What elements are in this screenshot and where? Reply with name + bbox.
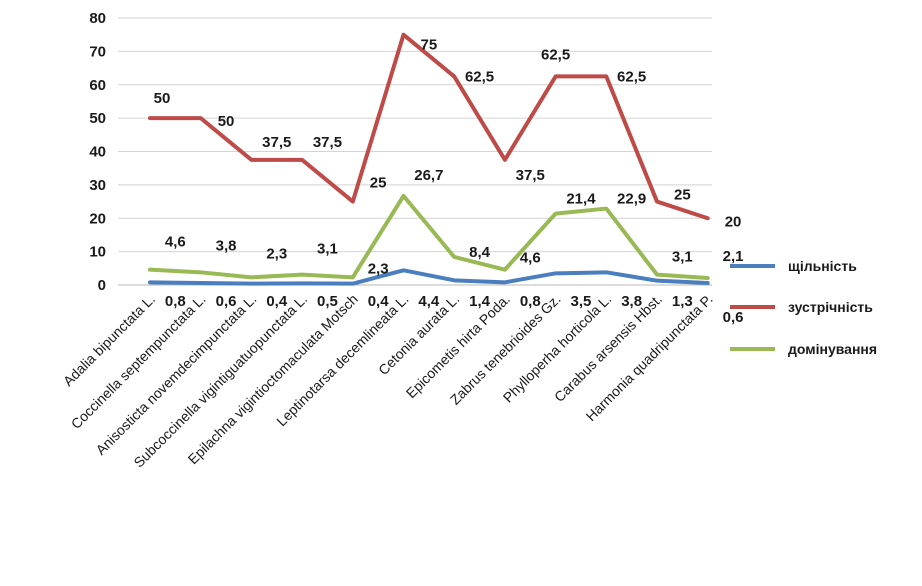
data-label: 2,3 [266, 245, 287, 262]
y-tick-label: 40 [89, 144, 106, 161]
data-label: 50 [154, 90, 171, 107]
x-category-label: Adalia bipunctata L. [60, 291, 158, 389]
data-label: 25 [370, 175, 387, 192]
data-label: 37,5 [313, 134, 342, 151]
data-label: 3,1 [317, 241, 338, 258]
data-label: 4,4 [418, 293, 440, 310]
y-tick-label: 30 [89, 177, 106, 194]
data-label: 3,8 [216, 237, 237, 254]
y-tick-label: 20 [89, 210, 106, 227]
data-label: 8,4 [469, 244, 491, 261]
data-label: 20 [725, 213, 742, 230]
y-tick-label: 70 [89, 43, 106, 60]
data-label: 2,3 [368, 260, 389, 277]
data-label: 3,5 [571, 293, 592, 310]
series-line [148, 32, 710, 221]
y-tick-label: 50 [89, 110, 106, 127]
data-label: 0,4 [266, 293, 288, 310]
data-label: 0,8 [520, 293, 541, 310]
legend: щільність зустрічність домінування [730, 258, 877, 357]
series-lines [148, 32, 710, 286]
y-tick-label: 60 [89, 77, 106, 94]
data-label: 1,4 [469, 293, 491, 310]
data-label: 75 [421, 37, 438, 54]
data-label: 0,8 [165, 293, 186, 310]
legend-label: зустрічність [788, 299, 873, 315]
data-label: 25 [674, 187, 691, 204]
data-labels: 0,8 0,6 0,4 0,5 0,4 4,4 1,4 0,8 3,5 3,8 1,3 0,6 50 50… [154, 37, 744, 326]
data-label: 0,6 [216, 293, 237, 310]
data-label: 21,4 [566, 191, 596, 208]
data-label: 2,1 [723, 248, 744, 265]
y-tick-label: 80 [89, 10, 106, 27]
data-label: 62,5 [465, 68, 494, 85]
data-label: 1,3 [672, 293, 693, 310]
category-labels: Adalia bipunctata L.Coccinella septempun… [60, 291, 716, 471]
data-label: 50 [218, 113, 235, 130]
data-label: 0,6 [723, 309, 744, 326]
legend-label: щільність [788, 258, 857, 274]
series-line [148, 193, 710, 280]
data-label: 3,1 [672, 249, 693, 266]
series-line [148, 268, 710, 286]
data-label: 37,5 [516, 167, 545, 184]
data-label: 22,9 [617, 191, 646, 208]
data-label: 4,6 [165, 234, 186, 251]
data-label: 0,5 [317, 293, 338, 310]
data-label: 62,5 [617, 68, 646, 85]
data-label: 62,5 [541, 46, 570, 63]
gridlines [118, 17, 712, 286]
data-label: 4,6 [520, 250, 541, 267]
data-label: 37,5 [262, 134, 291, 151]
data-label: 0,4 [368, 293, 390, 310]
data-label: 26,7 [414, 167, 443, 184]
legend-label: домінування [788, 341, 877, 357]
data-label: 3,8 [621, 293, 642, 310]
y-tick-label: 10 [89, 244, 106, 261]
y-tick-label: 0 [98, 277, 106, 294]
y-axis-ticks: 0 10 20 30 40 50 60 70 80 [89, 10, 106, 294]
